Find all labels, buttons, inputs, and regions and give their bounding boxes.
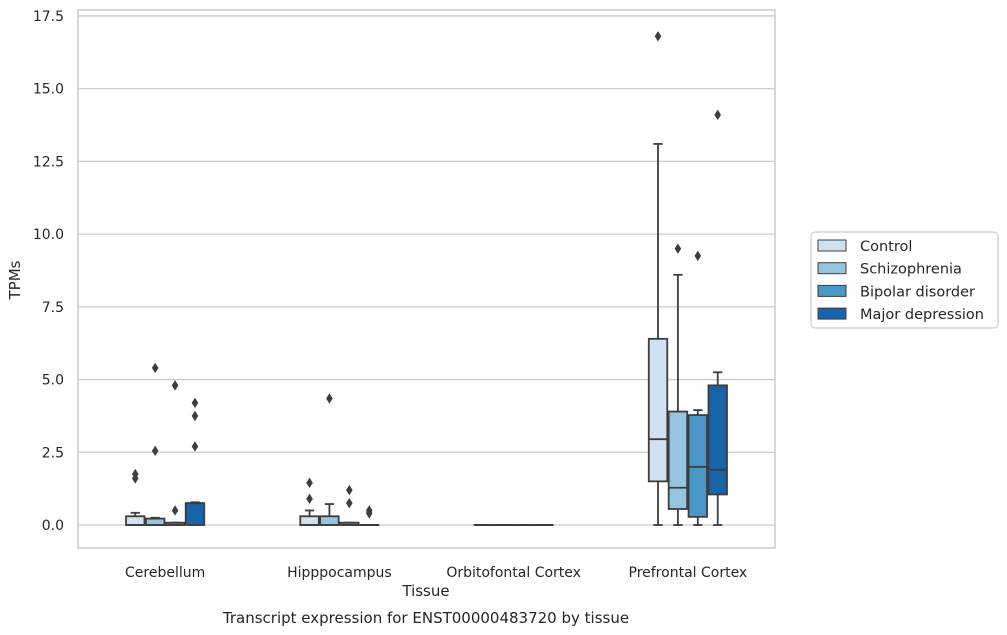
y-axis-label: TPMs [6,260,24,300]
chart-caption: Transcript expression for ENST0000048372… [222,609,629,627]
y-tick-label: 2.5 [42,445,64,461]
box-schizophrenia [319,393,340,526]
x-tick-label: Hipppocampus [287,565,392,581]
y-axis-ticks: 0.0 2.5 5.0 7.5 10.0 12.5 15.0 17.5 [33,9,64,534]
box-body [319,515,340,526]
box-control [647,31,669,526]
outlier-point [191,441,199,452]
outlier-point [306,493,313,505]
legend-swatch [817,262,847,275]
legend-label: Major depression [860,307,984,323]
outlier-point [191,410,199,422]
box-bipolar-disorder [164,380,186,526]
y-tick-label: 12.5 [33,154,64,170]
legend-swatch [817,239,847,252]
box-major-depression [184,397,206,526]
legend-label: Control [860,239,912,255]
legend-swatch [817,307,847,320]
y-tick-label: 7.5 [42,300,64,316]
box-major-depression [359,505,380,527]
legend-label: Bipolar disorder [860,284,975,300]
x-tick-label: Orbitofontal Cortex [446,565,581,581]
y-tick-label: 0.0 [42,518,64,534]
outlier-point [171,505,179,516]
box-body [145,517,166,526]
legend-label: Schizophrenia [860,262,962,278]
box-body [125,515,146,526]
outlier-point [306,477,313,489]
legend: Control Schizophrenia Bipolar disorder Majo… [810,231,999,329]
outlier-point [151,445,159,457]
box-bipolar-disorder [339,484,360,526]
outlier-point [131,468,139,480]
box-schizophrenia [145,362,166,526]
x-axis-label: Tissue [401,582,449,600]
plot-area-frame [77,9,776,549]
box-schizophrenia [667,243,689,526]
outlier-point [151,362,159,374]
outlier-point [694,250,702,262]
outlier-point [714,109,722,121]
outlier-point [346,484,353,496]
box-body [184,502,206,526]
gridlines [78,15,775,526]
legend-swatch [817,284,847,297]
y-tick-label: 17.5 [33,9,64,25]
outlier-point [654,31,662,42]
outlier-point [346,497,353,509]
y-tick-label: 15.0 [33,82,64,98]
box-series [125,31,728,527]
outlier-point [674,243,682,254]
box-bipolar-disorder [687,250,708,526]
outlier-point [191,397,199,409]
y-tick-label: 10.0 [33,227,64,243]
box-body [667,410,689,510]
box-body [707,384,728,496]
outlier-point [326,393,333,404]
x-tick-label: Cerebellum [125,565,205,581]
box-body [299,515,320,526]
box-body [647,337,669,483]
outlier-point [365,505,373,516]
legend-frame [810,231,999,329]
x-tick-label: Prefrontal Cortex [629,565,748,581]
x-axis-ticks: Cerebellum Hipppocampus Orbitofontal Corte… [125,565,747,581]
y-tick-label: 5.0 [42,373,64,389]
outlier-point [171,380,179,391]
box-major-depression [707,109,728,526]
box-control [125,468,146,526]
box-control [299,477,320,526]
